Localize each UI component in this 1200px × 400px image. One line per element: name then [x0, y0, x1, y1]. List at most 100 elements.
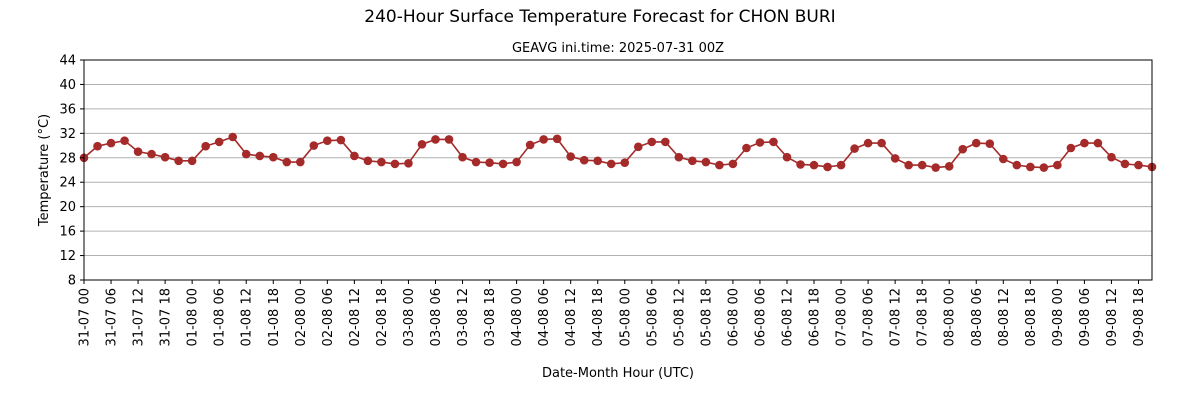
data-point: [1012, 160, 1022, 170]
data-point: [1066, 143, 1076, 153]
data-point: [539, 135, 548, 144]
series-markers: [79, 132, 1157, 172]
data-point: [214, 137, 224, 147]
data-point: [1093, 138, 1103, 148]
y-tick-label: 36: [59, 102, 76, 117]
data-point: [174, 156, 183, 166]
x-tick-label: 06-08 00: [726, 288, 741, 346]
data-point: [809, 160, 819, 170]
y-tick-label: 20: [59, 200, 76, 215]
x-axis: 31-07 00 31-07 06 31-07 12 31-07 18 01-08 00…: [78, 280, 1147, 346]
x-tick-label: 08-08 18: [1024, 288, 1039, 346]
x-tick-label: 09-08 18: [1132, 288, 1147, 346]
x-tick-label: 05-08 12: [672, 288, 687, 346]
x-tick-label: 03-08 18: [483, 288, 498, 346]
data-point: [728, 159, 738, 169]
data-point: [498, 159, 508, 169]
x-tick-label: 07-08 00: [835, 288, 850, 346]
data-point: [1134, 160, 1143, 170]
data-point: [485, 158, 494, 167]
plot-area-frame: [83, 59, 1153, 281]
x-tick-label: 08-08 00: [943, 288, 958, 346]
data-point: [701, 157, 711, 167]
data-point: [931, 163, 940, 172]
data-point: [661, 137, 670, 147]
data-point: [606, 159, 616, 169]
data-point: [715, 160, 724, 170]
data-point: [363, 156, 373, 166]
x-axis-label: Date-Month Hour (UTC): [542, 366, 694, 381]
data-point: [133, 147, 143, 156]
data-point: [1080, 138, 1089, 148]
data-point: [309, 141, 319, 150]
data-point: [796, 160, 805, 169]
data-point: [336, 135, 346, 145]
data-point: [755, 138, 765, 147]
data-point: [1053, 160, 1062, 170]
x-tick-label: 31-07 12: [132, 288, 147, 346]
grid-lines: [84, 59, 1152, 281]
y-tick-label: 28: [59, 151, 76, 166]
data-point: [593, 156, 603, 166]
x-tick-label: 02-08 06: [321, 288, 336, 346]
data-point: [444, 135, 454, 144]
x-tick-label: 04-08 18: [591, 288, 606, 346]
x-tick-label: 05-08 00: [618, 288, 633, 346]
data-point: [323, 136, 332, 145]
data-point: [120, 136, 129, 145]
y-tick-label: 44: [59, 54, 76, 69]
chart-title: 240-Hour Surface Temperature Forecast fo…: [364, 7, 835, 27]
x-tick-label: 07-08 06: [862, 288, 877, 346]
data-point: [971, 138, 981, 148]
data-point: [904, 160, 913, 170]
data-point: [296, 157, 305, 167]
x-tick-label: 02-08 18: [375, 288, 390, 346]
y-tick-label: 40: [59, 78, 76, 93]
x-tick-label: 01-08 06: [213, 288, 228, 346]
x-tick-label: 03-08 06: [429, 288, 444, 346]
data-point: [850, 144, 859, 153]
x-tick-label: 07-08 12: [889, 288, 904, 346]
data-point: [836, 160, 846, 170]
data-point: [377, 157, 386, 167]
data-point: [688, 156, 697, 166]
data-point: [525, 140, 535, 150]
data-point: [620, 158, 630, 167]
data-point: [552, 134, 562, 144]
y-tick-label: 8: [68, 274, 76, 289]
data-point: [944, 162, 954, 171]
x-tick-label: 07-08 18: [916, 288, 931, 346]
data-point: [742, 143, 751, 153]
x-tick-label: 04-08 00: [510, 288, 525, 346]
y-axis: 8 12 16 20 24 28 32 36 40 44: [59, 54, 84, 289]
data-point: [1120, 159, 1130, 169]
data-point: [404, 158, 413, 168]
x-tick-label: 04-08 06: [537, 288, 552, 346]
data-point: [1039, 163, 1049, 172]
data-point: [782, 152, 792, 162]
x-tick-label: 05-08 18: [699, 288, 714, 346]
data-point: [147, 149, 156, 159]
x-tick-label: 03-08 12: [456, 288, 471, 346]
y-tick-label: 16: [59, 225, 76, 240]
x-tick-label: 01-08 00: [186, 288, 201, 346]
data-point: [241, 149, 251, 159]
x-tick-label: 04-08 12: [564, 288, 579, 346]
y-tick-label: 12: [59, 249, 76, 264]
data-point: [93, 141, 102, 151]
data-point: [282, 157, 292, 167]
data-point: [187, 156, 197, 166]
data-point: [160, 152, 170, 162]
data-point: [1107, 152, 1116, 162]
data-point: [998, 154, 1008, 164]
x-tick-label: 06-08 06: [753, 288, 768, 346]
y-tick-label: 24: [59, 176, 76, 191]
data-point: [350, 151, 359, 161]
data-point: [769, 137, 778, 147]
x-tick-label: 31-07 00: [78, 288, 93, 346]
x-tick-label: 31-07 18: [159, 288, 174, 346]
data-point: [647, 137, 657, 147]
data-point: [985, 139, 995, 149]
x-tick-label: 05-08 06: [645, 288, 660, 346]
